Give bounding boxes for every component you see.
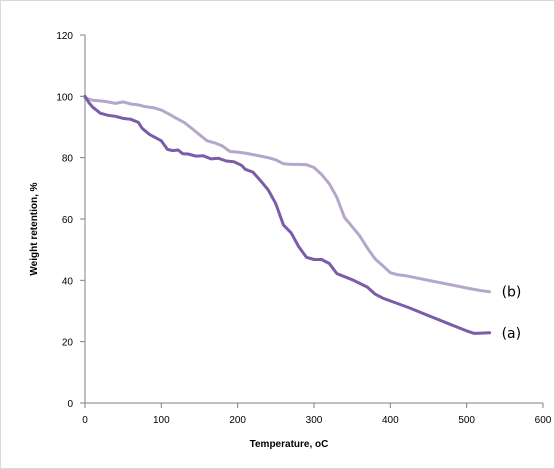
series-line-a [83,94,492,335]
series-label-b: (b) [502,285,522,301]
series-line-b [83,96,492,294]
x-tick-label: 600 [535,415,552,426]
x-tick-label: 400 [382,415,399,426]
x-tick-label: 300 [306,415,323,426]
x-tick-label: 100 [153,415,170,426]
x-axis-title: Temperature, oC [250,439,329,450]
y-ticks: 0 20 40 60 80 100 120 [56,31,85,410]
y-tick-label: 80 [62,154,74,165]
x-ticks: 0 100 200 300 400 500 600 [82,403,552,426]
y-tick-label: 40 [62,276,74,287]
y-tick-label: 60 [62,215,74,226]
y-tick-label: 20 [62,338,74,349]
series-label-a: (a) [502,326,522,342]
y-axis-title: Weight retention, % [29,182,40,275]
x-tick-label: 200 [229,415,246,426]
y-tick-label: 120 [56,31,73,42]
x-tick-label: 0 [82,415,88,426]
axes [84,35,543,404]
y-tick-label: 100 [56,92,73,103]
x-tick-label: 500 [458,415,475,426]
y-tick-label: 0 [67,399,73,410]
series-lines [83,94,492,335]
series-labels: (a) (b) [502,285,522,342]
